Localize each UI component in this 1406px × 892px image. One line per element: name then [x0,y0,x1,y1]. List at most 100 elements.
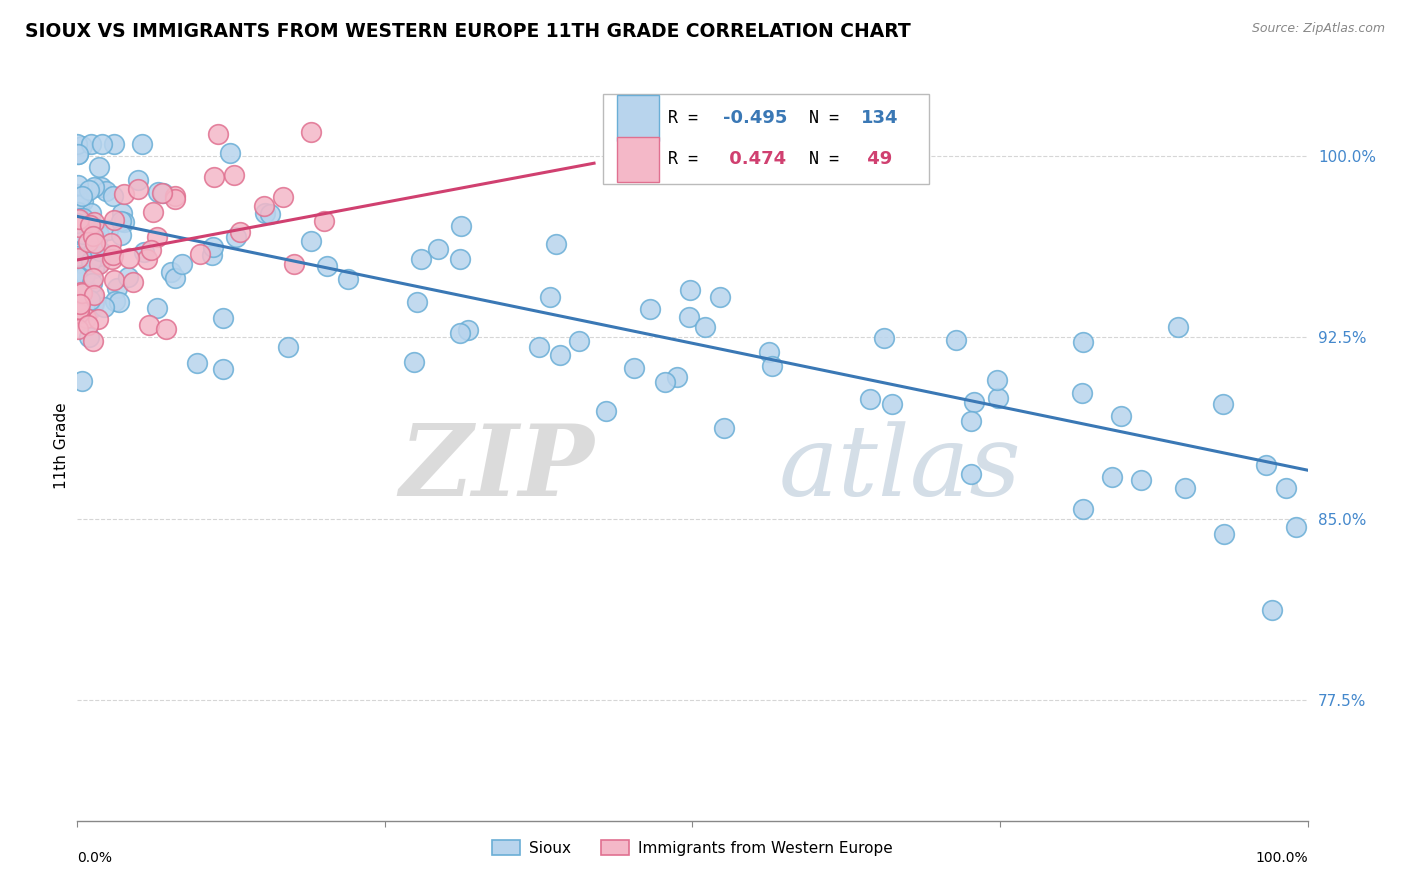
Point [112,186,135,201]
Point [112,215,135,229]
Point [150,186,173,200]
Point [1109,409,1132,423]
Text: ZIP: ZIP [399,420,595,516]
Point [135,252,157,267]
FancyBboxPatch shape [603,94,929,184]
Point [80,276,103,290]
Text: 49: 49 [860,151,893,169]
Point [273,189,295,203]
Point [678,310,700,324]
Point [163,188,186,202]
Point [945,333,967,347]
Point [170,257,193,271]
Point [1101,470,1123,484]
Point [66,193,89,207]
Point [93,300,115,314]
Point [77,244,100,259]
Point [758,344,780,359]
Point [761,359,783,373]
Point [79,293,101,307]
Point [568,334,591,348]
Point [67,212,90,227]
Text: R =: R = [668,151,707,169]
Point [83,226,105,240]
Point [66,147,89,161]
Point [1071,386,1094,401]
Point [259,207,281,221]
Point [550,348,572,362]
Point [70,189,93,203]
Point [67,287,90,301]
Point [252,199,274,213]
Text: 0.0%: 0.0% [77,851,112,864]
Point [142,205,165,219]
Point [211,361,233,376]
Point [880,397,903,411]
Point [70,256,93,270]
Text: 100.0%: 100.0% [1256,851,1308,864]
Point [80,254,103,268]
Point [82,334,104,348]
Point [595,404,617,418]
Point [110,227,132,242]
Point [75,222,97,236]
Point [67,302,90,317]
Point [67,252,90,266]
Point [79,183,101,197]
Point [218,146,240,161]
Point [67,178,90,193]
Point [76,318,98,332]
Point [87,312,110,326]
Point [76,214,98,228]
Point [449,326,471,341]
Point [709,290,731,304]
Point [69,215,91,229]
Point [76,235,98,249]
Point [163,271,186,285]
Text: N =: N = [810,109,849,128]
Point [225,230,247,244]
Point [145,230,167,244]
Point [222,169,245,183]
Point [82,244,104,258]
Point [69,211,91,225]
Point [97,248,120,262]
Point [127,172,149,186]
Point [1071,502,1094,516]
Point [72,215,94,229]
Point [79,329,101,343]
Point [72,293,94,308]
Point [66,216,89,230]
Point [450,219,472,233]
Point [103,136,125,151]
Point [713,421,735,435]
Point [72,194,94,209]
Point [66,193,89,207]
Point [1174,481,1197,495]
Point [127,181,149,195]
Point [104,293,127,308]
Point [859,392,882,406]
Point [84,235,107,250]
Legend: Sioux, Immigrants from Western Europe: Sioux, Immigrants from Western Europe [486,833,898,862]
Point [103,248,125,262]
Point [152,186,174,200]
Point [69,297,91,311]
Point [1213,527,1236,541]
Point [103,273,125,287]
Point [91,136,114,151]
Point [212,311,235,326]
Point [146,301,169,315]
Point [79,205,101,219]
Point [654,375,676,389]
Point [83,179,105,194]
Point [131,136,153,151]
Point [1167,320,1189,334]
Point [66,213,89,227]
Point [66,188,89,202]
Text: atlas: atlas [779,421,1021,516]
Point [148,185,170,199]
Point [87,249,110,263]
Point [66,205,89,219]
Point [132,245,155,260]
